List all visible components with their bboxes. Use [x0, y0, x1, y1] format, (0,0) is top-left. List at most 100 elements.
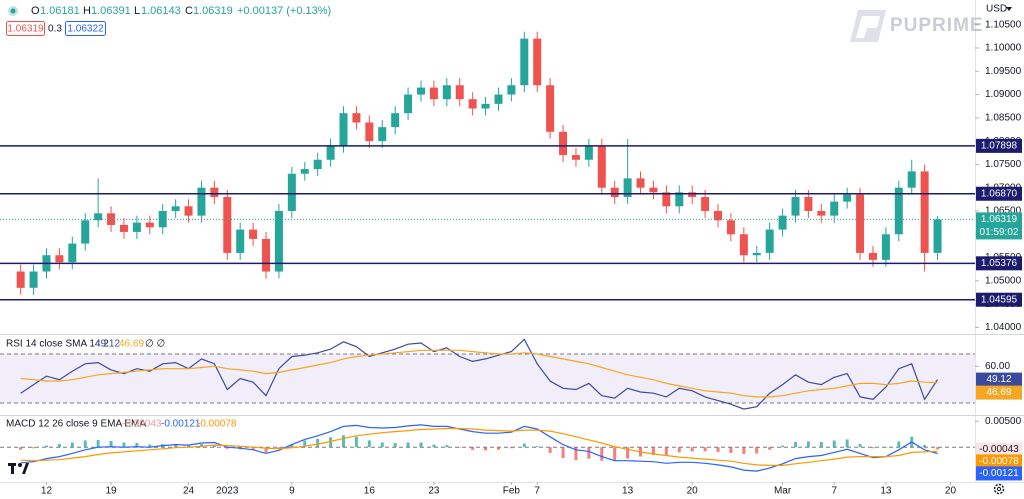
gear[interactable]	[993, 483, 1005, 495]
candle-body	[830, 201, 839, 216]
candle-body	[313, 159, 322, 170]
quote-value: 1.06181	[40, 5, 80, 17]
sell-button[interactable]	[6, 21, 45, 36]
y-tick-label: 1.08500	[985, 112, 1022, 123]
candle-body	[119, 224, 128, 232]
indicator-value-label-box	[976, 372, 1022, 387]
candle-body	[571, 155, 580, 160]
y-tick-label: 0.00500	[985, 416, 1022, 427]
currency-selector[interactable]: USD	[986, 4, 1012, 15]
candle-body	[856, 194, 865, 253]
histogram-bar	[690, 447, 694, 452]
histogram-bar	[522, 443, 526, 448]
histogram-bar	[303, 440, 307, 448]
histogram-bar	[44, 445, 48, 448]
x-tick-label: 19	[105, 486, 117, 497]
candle-body	[171, 206, 180, 211]
candle-body	[868, 252, 877, 260]
candle-body	[894, 187, 903, 235]
histogram-bar	[781, 445, 785, 448]
brand-name: PUPRIME	[890, 15, 984, 36]
price-panel	[16, 31, 942, 295]
logo-part[interactable]	[18, 463, 22, 467]
indicator-value-label-box	[976, 442, 1022, 457]
candle-body	[339, 113, 348, 146]
sell-price[interactable]: 1.06319	[7, 24, 44, 35]
histogram-bar	[19, 447, 23, 450]
last-price: 1.06319	[981, 214, 1018, 225]
histogram-bar	[535, 446, 539, 448]
buy-price[interactable]: 1.06322	[67, 24, 104, 35]
quote-label: O	[31, 5, 40, 17]
platform-logo[interactable]	[8, 463, 29, 474]
candle-body	[429, 87, 438, 100]
histogram-bar	[793, 442, 797, 448]
histogram-bar	[212, 444, 216, 448]
indicator-value-label-box	[976, 466, 1022, 481]
histogram-bar	[884, 447, 888, 448]
histogram-bar	[677, 447, 681, 453]
candle-body	[507, 85, 516, 95]
candle-body	[287, 173, 296, 211]
candle-body	[455, 85, 464, 100]
x-tick-label: 13	[622, 486, 634, 497]
indicator-line	[20, 338, 939, 410]
candle-body	[933, 219, 942, 253]
logo-part[interactable]	[22, 463, 29, 474]
brand-icon	[856, 16, 880, 38]
histogram-bar	[135, 443, 139, 448]
candle-body	[765, 229, 774, 253]
histogram-bar	[174, 444, 178, 448]
gear[interactable]	[996, 486, 1002, 492]
histogram-bar	[432, 444, 436, 448]
indicator-title: RSI 14 close SMA 14 2	[6, 339, 109, 350]
level-label: 1.05376	[981, 258, 1018, 269]
histogram-bar	[406, 442, 410, 448]
candle-body	[184, 206, 193, 216]
logo-part[interactable]	[11, 463, 14, 474]
indicator-legend-value: 49.12	[95, 339, 120, 350]
x-tick-label: 20	[945, 486, 957, 497]
brand-logo: PUPRIME	[850, 10, 984, 42]
y-tick-label: 60.00	[985, 361, 1010, 372]
x-tick-label: 16	[364, 486, 376, 497]
histogram-bar	[458, 447, 462, 448]
currency[interactable]: USD	[986, 4, 1007, 15]
candle-body	[481, 103, 490, 109]
candle-body	[236, 229, 245, 253]
candle-body	[752, 252, 761, 256]
rsi-band	[0, 354, 975, 403]
histogram-bar	[32, 447, 36, 449]
candle-body	[326, 145, 335, 160]
quote-label: H	[83, 5, 91, 17]
dropdown-arrow[interactable]	[1006, 7, 1012, 11]
candle-body	[442, 85, 451, 100]
candle-body	[597, 145, 606, 188]
indicator-legend-value: 46.69	[119, 339, 144, 350]
candle-body	[404, 94, 413, 114]
level-label-box	[976, 292, 1022, 307]
x-tick-label: 7	[534, 486, 540, 497]
x-tick-label: Feb	[503, 486, 521, 497]
spread: 0.3	[48, 24, 62, 35]
x-tick-label: 2023	[216, 486, 239, 497]
buy-button[interactable]	[65, 21, 106, 36]
candle-body	[675, 192, 684, 207]
candle-body	[68, 243, 77, 263]
y-tick-label: 1.10000	[985, 43, 1022, 54]
level-label: 1.07898	[981, 141, 1018, 152]
candle-body	[378, 127, 387, 142]
x-tick-label: 9	[289, 486, 295, 497]
histogram-bar	[858, 444, 862, 448]
indicator-legend-value: -0.00043	[122, 419, 162, 430]
indicator-value-label: 46.69	[986, 387, 1011, 398]
histogram-bar	[897, 441, 901, 448]
indicator-value-label: -0.00121	[979, 468, 1019, 479]
indicator-value-label: 49.12	[986, 374, 1011, 385]
histogram-bar	[342, 435, 346, 448]
quote-change: +0.00137 (+0.13%)	[237, 5, 331, 17]
histogram-bar	[419, 442, 423, 448]
candle-body	[210, 187, 219, 198]
settings-button[interactable]	[993, 483, 1005, 495]
candle-body	[223, 197, 232, 253]
